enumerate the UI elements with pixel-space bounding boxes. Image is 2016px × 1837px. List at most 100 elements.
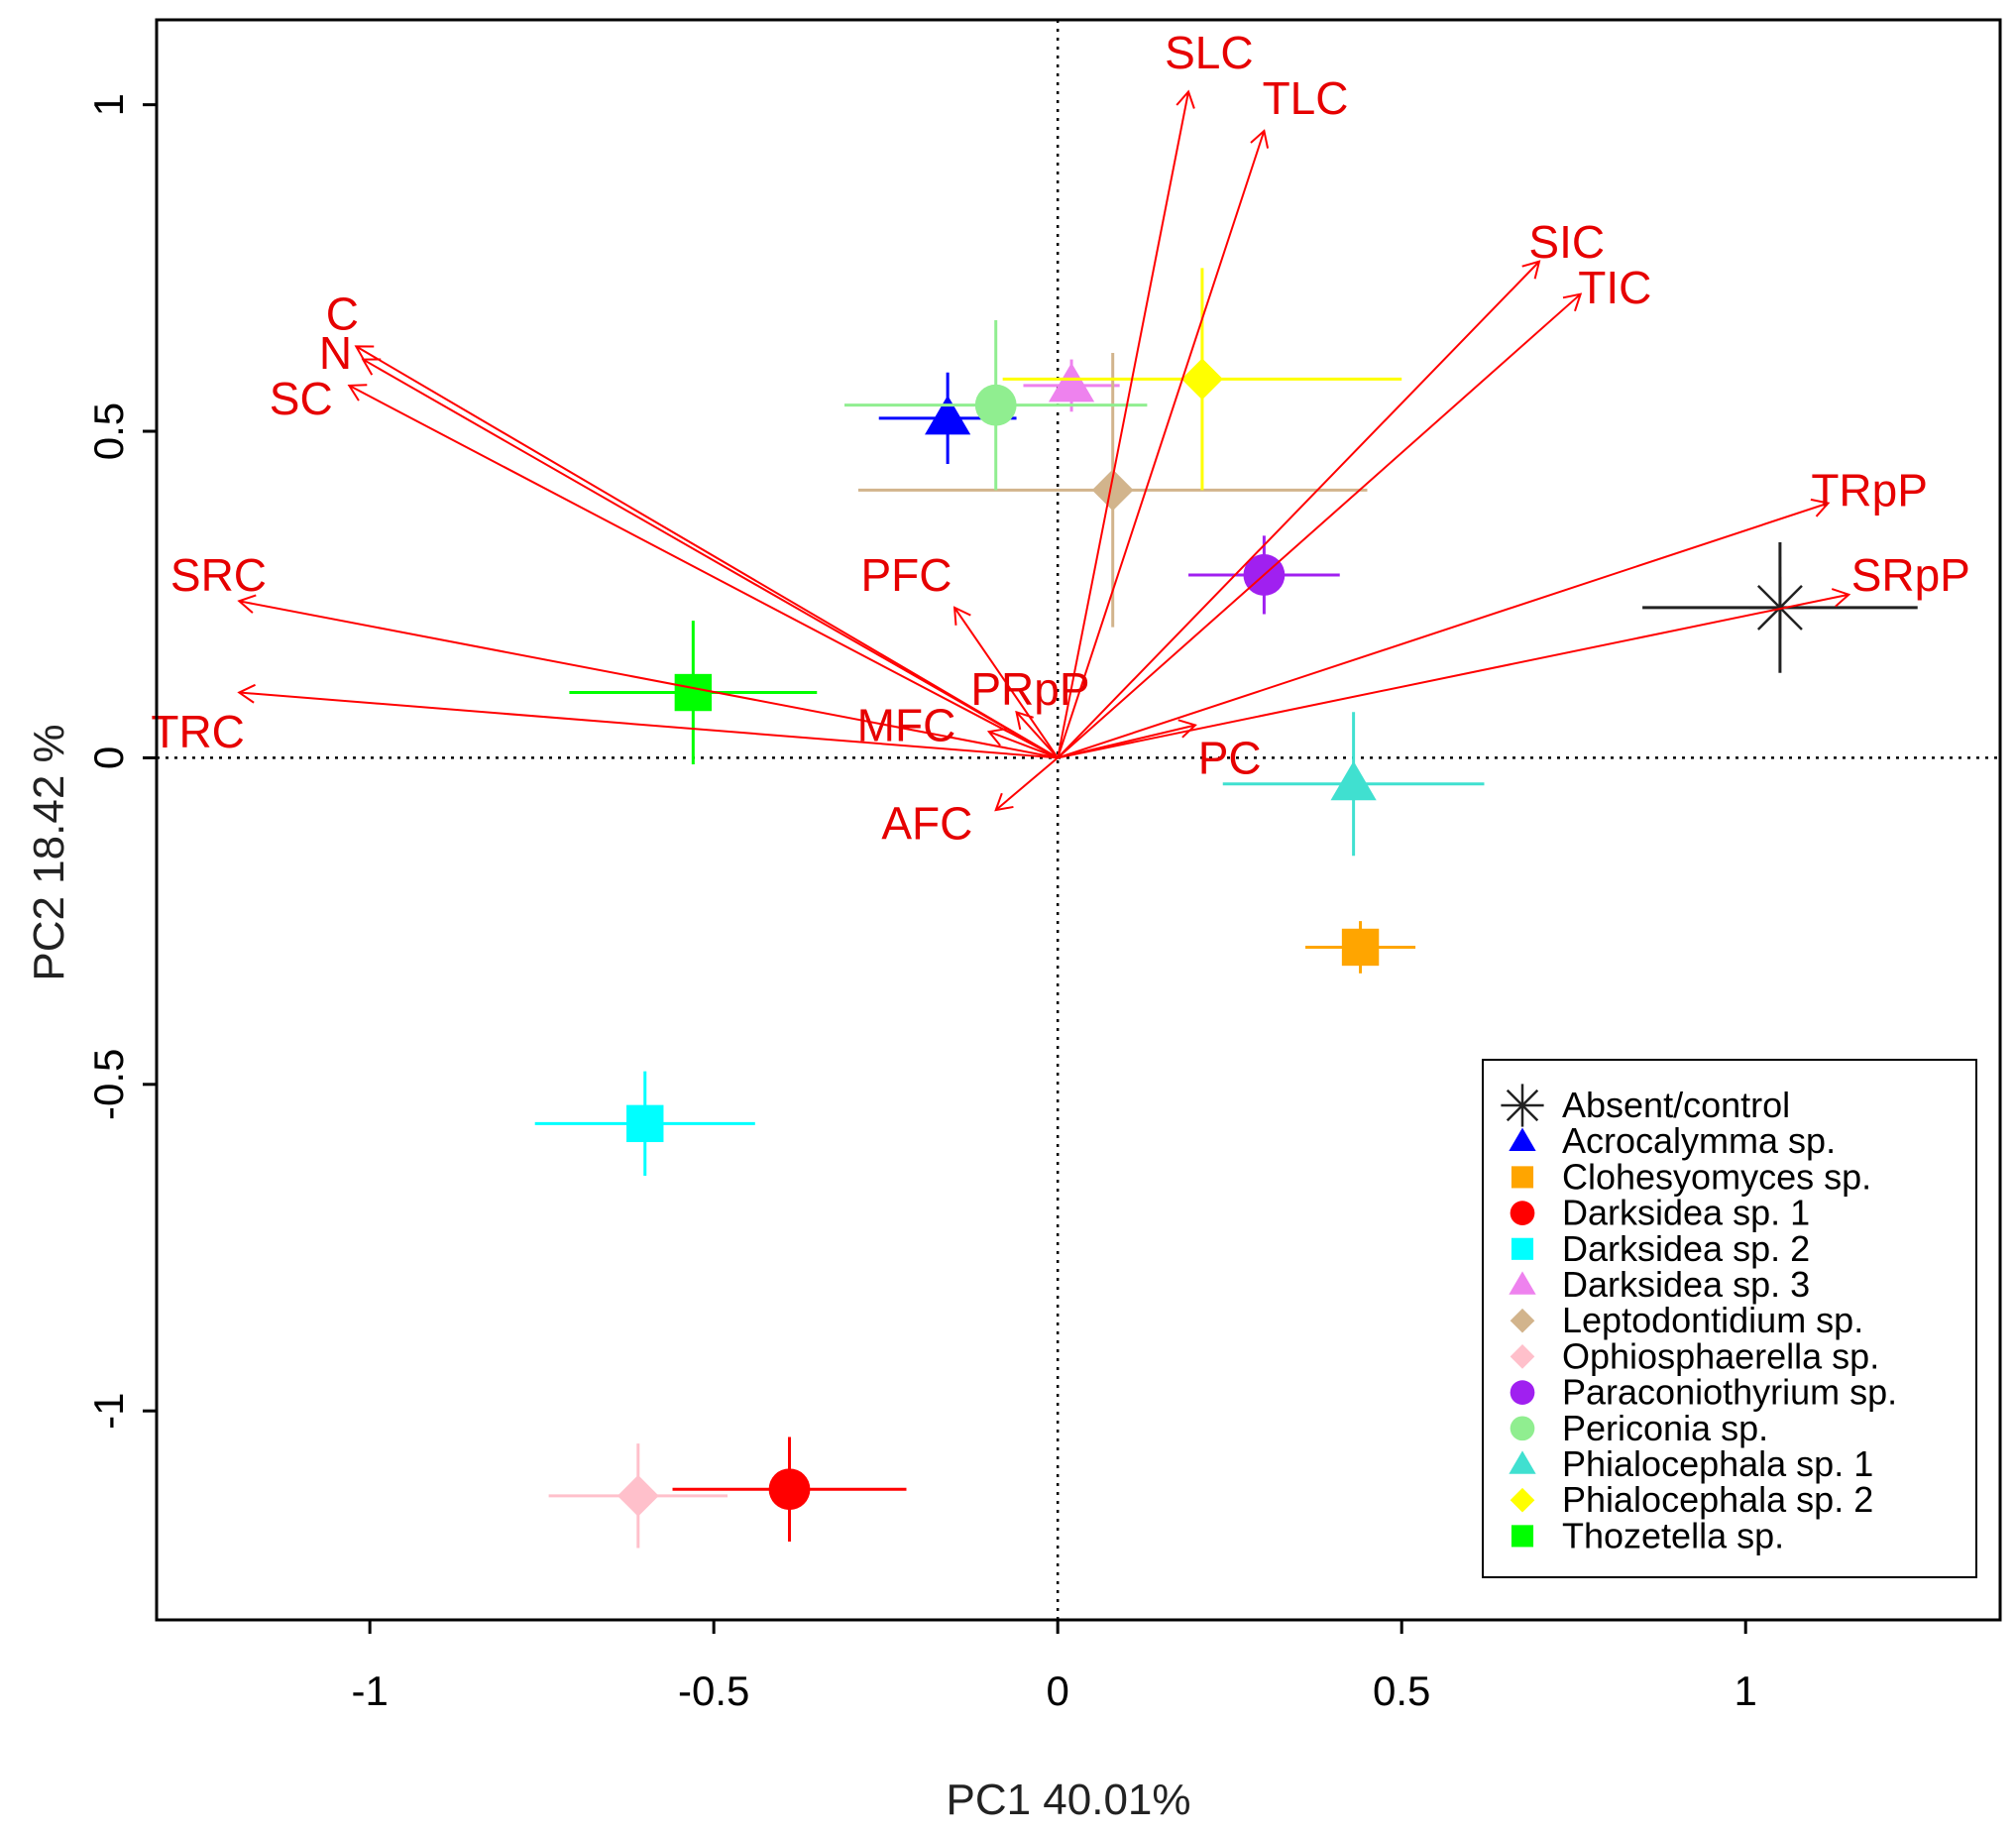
arrow-head (1176, 89, 1195, 109)
arrow-shaft (1015, 711, 1059, 759)
legend-item: Darksidea sp. 2 (1511, 1228, 1810, 1269)
arrow-head (361, 358, 382, 376)
arrow-head (1562, 292, 1583, 312)
legend-marker (1509, 1450, 1536, 1474)
legend-marker (1511, 1237, 1534, 1260)
legend-item: Clohesyomyces sp. (1511, 1156, 1871, 1197)
arrow-label: SLC (1165, 27, 1253, 78)
loading-src: SRC (170, 549, 1059, 759)
x-tick-label: -1 (351, 1667, 388, 1714)
arrow-shaft (1057, 724, 1196, 759)
axes: -1 -0.5 0 0.5 1 1 0.5 0 -0.5 -1 (85, 93, 1757, 1714)
arrow-shaft (1057, 502, 1829, 759)
x-tick-label: 1 (1735, 1667, 1757, 1714)
group-darksidea-sp-3 (1023, 359, 1120, 412)
legend-label: Darksidea sp. 2 (1562, 1228, 1810, 1269)
arrow-shaft (362, 358, 1059, 759)
loading-afc: AFC (881, 756, 1059, 849)
legend-item: Ophiosphaerella sp. (1510, 1335, 1879, 1376)
data-point (974, 384, 1017, 426)
asterisk-stroke (1506, 1089, 1539, 1122)
arrow-head (952, 606, 971, 626)
legend-marker (1510, 1308, 1535, 1333)
group-leptodontidium-sp (857, 352, 1368, 628)
legend-label: Thozetella sp. (1562, 1515, 1784, 1555)
arrow-head (1015, 710, 1034, 731)
group-phialocephala-sp-2 (1002, 268, 1402, 491)
plot-frame (155, 18, 2002, 1622)
legend-item: Phialocephala sp. 2 (1510, 1479, 1873, 1520)
loading-tlc: TLC (1057, 72, 1349, 758)
x-tick-label: -0.5 (678, 1667, 749, 1714)
data-point (768, 1468, 811, 1511)
loading-c: C (326, 287, 1059, 759)
legend-item: Leptodontidium sp. (1510, 1300, 1863, 1340)
arrow-label: C (326, 287, 359, 339)
legend-marker (1511, 1525, 1534, 1548)
data-point (674, 673, 713, 712)
arrow-head (1250, 129, 1270, 149)
legend-label: Acrocalymma sp. (1562, 1120, 1836, 1161)
arrow-head (1831, 588, 1851, 608)
arrow-head (1177, 719, 1197, 739)
arrow-label: PRpP (970, 663, 1089, 715)
y-tick-label: 1 (85, 93, 132, 116)
x-tick-label: 0 (1046, 1667, 1068, 1714)
legend-marker (1509, 1127, 1536, 1151)
group-darksidea-sp-1 (672, 1436, 907, 1542)
arrow-label: TRC (151, 706, 245, 757)
legend-marker (1510, 1344, 1535, 1369)
y-tick-label: 0 (85, 746, 132, 769)
legend-item: Phialocephala sp. 1 (1509, 1443, 1873, 1484)
data-point (1048, 362, 1095, 402)
arrow-shaft (953, 607, 1060, 758)
arrow-shaft (355, 345, 1059, 759)
data-point (1748, 576, 1812, 639)
data-point (1091, 469, 1134, 512)
asterisk-stroke (1756, 584, 1803, 631)
group-ophiosphaerella-sp (548, 1443, 728, 1549)
arrow-head (1810, 498, 1831, 517)
legend-item: Darksidea sp. 3 (1509, 1264, 1810, 1305)
legend-label: Phialocephala sp. 2 (1562, 1479, 1873, 1520)
legend-box (1482, 1059, 1977, 1578)
legend-marker (1510, 1201, 1535, 1225)
loading-pc: PC (1057, 719, 1262, 783)
loading-trpp: TRpP (1057, 464, 1928, 759)
legend-item: Darksidea sp. 1 (1510, 1193, 1810, 1233)
legend-label: Phialocephala sp. 1 (1562, 1443, 1873, 1484)
arrow-label: PC (1198, 732, 1262, 783)
y-axis-title: PC2 18.42 % (25, 724, 73, 980)
legend-label: Clohesyomyces sp. (1562, 1156, 1871, 1197)
loading-prpp: PRpP (970, 663, 1090, 759)
loading-pfc: PFC (860, 549, 1060, 758)
legend-item: Absent/control (1501, 1084, 1790, 1127)
legend-label: Absent/control (1562, 1085, 1790, 1125)
arrow-label: MFC (857, 699, 956, 750)
arrow-label: SC (270, 373, 333, 424)
arrow-label: TIC (1578, 262, 1651, 313)
legend-marker (1510, 1380, 1535, 1405)
legend-item: Paraconiothyrium sp. (1510, 1372, 1897, 1413)
arrow-shaft (1057, 91, 1190, 758)
legend-item: Thozetella sp. (1511, 1515, 1784, 1555)
data-point (616, 1474, 659, 1517)
group-clohesyomyces-sp (1305, 921, 1416, 974)
sample-points (534, 268, 1918, 1549)
y-tick-label: 0.5 (85, 402, 132, 460)
data-point (1181, 358, 1223, 401)
loading-tic: TIC (1057, 262, 1651, 759)
arrow-label: AFC (881, 797, 972, 849)
arrow-label: TLC (1263, 72, 1349, 124)
legend-label: Darksidea sp. 1 (1562, 1193, 1810, 1233)
legend-item: Acrocalymma sp. (1509, 1120, 1836, 1161)
arrow-head (986, 728, 1007, 746)
y-tick-label: -0.5 (85, 1049, 132, 1120)
legend-label: Paraconiothyrium sp. (1562, 1372, 1897, 1413)
arrow-shaft (995, 756, 1059, 811)
arrow-shaft (1057, 292, 1582, 759)
legend-marker (1511, 1166, 1534, 1189)
